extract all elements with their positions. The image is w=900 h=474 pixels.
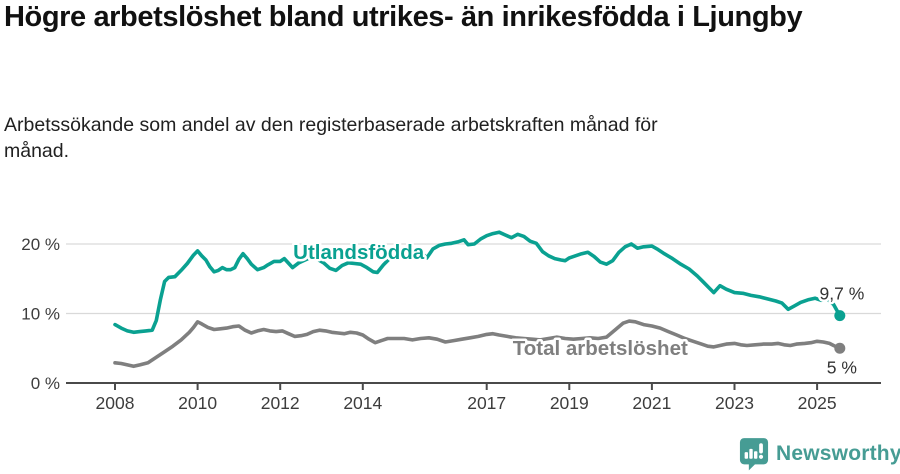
series-end-dot [834,310,846,322]
chart-title: Högre arbetslöshet bland utrikes- än inr… [4,1,803,33]
y-tick-label: 20 % [21,235,60,254]
x-tick-label: 2012 [261,393,300,413]
line-chart: 0 % 10 % 20 % 2008 2010 2012 2014 2017 2019 2021 2… [21,230,881,413]
x-tick-label: 2014 [343,393,382,413]
series-end-value-label: 9,7 % [820,284,865,304]
brand-footer: Newsworthy [739,437,900,471]
x-tick-label: 2017 [467,393,506,413]
chart-subtitle: Arbetssökande som andel av den registerb… [4,114,658,163]
series-line [113,230,842,335]
x-tick-label: 2010 [178,393,217,413]
series-line [113,319,842,369]
x-tick-label: 2025 [798,393,837,413]
x-tick-label: 2019 [550,393,589,413]
y-tick-label: 10 % [21,305,60,324]
newsworthy-logo-icon [739,438,769,471]
x-tick-label: 2021 [632,393,671,413]
brand-name: Newsworthy [776,442,900,465]
series-label: Utlandsfödda [293,241,425,264]
series-end-value-label: 5 % [827,357,857,377]
x-tick-label: 2023 [715,393,754,413]
series-end-dot [834,342,846,354]
x-tick-label: 2008 [96,393,135,413]
series-label: Total arbetslöshet [513,337,688,360]
y-tick-label: 0 % [31,374,60,393]
